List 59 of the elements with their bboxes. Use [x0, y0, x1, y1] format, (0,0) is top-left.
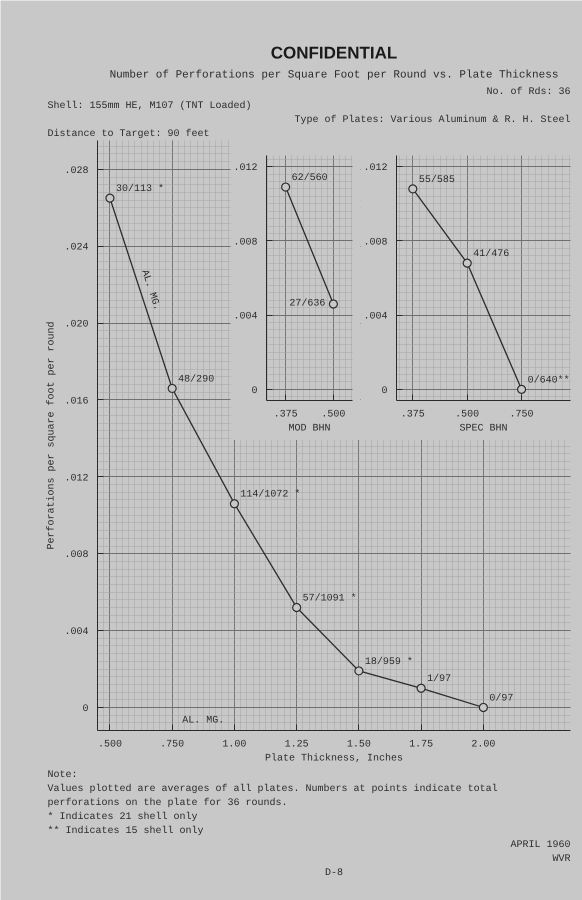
data-label: 114/1072 * [240, 488, 300, 501]
y-axis-title: Perforations per square foot per round [45, 321, 58, 550]
data-label: 57/1091 * [302, 592, 357, 605]
data-label: 0/640** [528, 374, 570, 386]
x-tick-label: .750 [510, 410, 534, 420]
y-tick-label: .016 [64, 396, 89, 408]
text: Shell: 155mm HE, M107 (TNT Loaded) [48, 100, 252, 112]
y-tick-label: .020 [64, 320, 89, 331]
y-tick-label: 0 [382, 386, 388, 397]
text: * Indicates 21 shell only [48, 811, 198, 823]
text: No. of Rds: 36 [486, 86, 570, 98]
text: Note: [48, 770, 78, 781]
x-tick-label: .500 [455, 410, 480, 420]
text: Type of Plates: Various Aluminum & R. H. Steel [294, 114, 570, 126]
y-tick-label: .028 [64, 166, 89, 177]
x-tick-label: .750 [160, 740, 184, 750]
y-tick-label: 0 [252, 386, 258, 397]
data-label: 30/113 * [116, 183, 164, 196]
data-label: 41/476 [473, 248, 510, 260]
x-tick-label: 1.25 [284, 740, 309, 750]
y-tick-label: .008 [64, 550, 89, 562]
data-label: 1/97 [427, 673, 452, 686]
annotation: AL. MG. [182, 716, 224, 726]
y-tick-label: .004 [64, 627, 89, 638]
data-label: 48/290 [178, 373, 214, 386]
x-tick-label: 1.75 [409, 740, 434, 750]
y-tick-label: .012 [233, 163, 258, 174]
y-tick-label: .008 [233, 237, 258, 248]
y-tick-label: .004 [363, 312, 388, 323]
x-tick-label: 1.50 [346, 740, 371, 750]
y-tick-label: .004 [233, 312, 258, 323]
text: WVR [552, 854, 571, 865]
y-tick-label: .012 [64, 473, 89, 484]
data-label: 55/585 [418, 174, 455, 186]
text: D-8 [325, 868, 344, 879]
text: APRIL 1960 [510, 840, 571, 851]
x-tick-label: .500 [321, 410, 346, 420]
x-tick-label: 2.00 [471, 740, 496, 750]
x-tick-label: .375 [400, 410, 425, 420]
x-axis-title: MOD BHN [288, 424, 331, 434]
text: Values plotted are averages of all plates. Numbers at points indicate total perforations on the plate for 36 rounds. [48, 783, 498, 809]
x-tick-label: 1.00 [222, 740, 246, 750]
text: AL. MG. [138, 268, 162, 312]
text: CONFIDENTIAL [270, 44, 398, 62]
chart-title: Number of Perforations per Square Foot per Round vs. Plate Thickness [110, 70, 558, 82]
x-axis-title: Plate Thickness, Inches [264, 752, 404, 764]
x-axis-title: SPEC BHN [459, 424, 508, 434]
y-tick-label: .012 [363, 163, 388, 174]
x-tick-label: .375 [274, 410, 298, 420]
data-label: 62/560 [292, 172, 328, 184]
y-tick-label: .008 [363, 237, 388, 248]
x-tick-label: .500 [98, 740, 122, 750]
y-tick-label: .024 [64, 242, 89, 254]
data-label: 18/959 * [364, 656, 413, 668]
data-label: 0/97 [489, 692, 514, 704]
text: Distance to Target: 90 feet [48, 128, 210, 140]
y-tick-label: 0 [82, 704, 89, 715]
data-label: 27/636 [289, 297, 326, 310]
text: ** Indicates 15 shell only [48, 825, 204, 837]
